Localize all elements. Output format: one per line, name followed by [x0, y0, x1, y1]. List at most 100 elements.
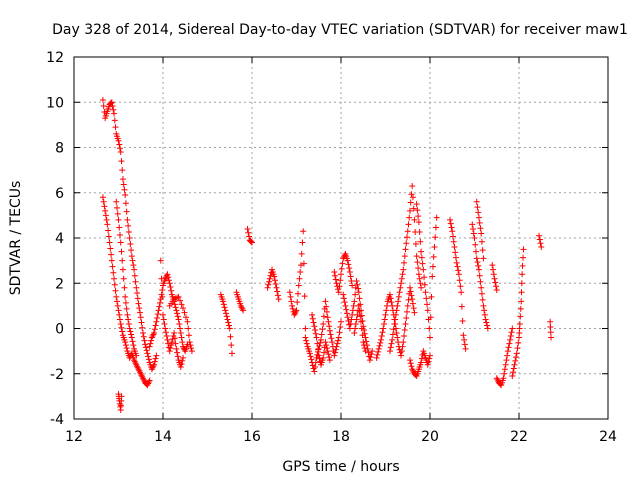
x-axis-label: GPS time / hours: [282, 459, 399, 475]
data-point: [171, 330, 178, 337]
data-point: [131, 266, 138, 273]
data-point: [510, 365, 517, 372]
data-point: [475, 262, 482, 269]
axis-ticks: [73, 56, 609, 420]
data-point: [406, 357, 413, 364]
data-point: [315, 345, 322, 352]
data-point: [111, 275, 118, 282]
data-point: [293, 307, 300, 314]
data-point: [151, 330, 158, 337]
data-point: [185, 332, 192, 339]
data-point: [102, 212, 109, 219]
data-point: [477, 278, 484, 285]
data-point: [474, 259, 481, 266]
data-points: [99, 96, 555, 413]
data-point: [354, 281, 361, 288]
data-point: [129, 257, 136, 264]
data-point: [115, 307, 122, 314]
data-point: [404, 302, 411, 309]
data-point: [412, 241, 419, 248]
data-point: [493, 283, 500, 290]
data-point: [518, 280, 525, 287]
data-point: [117, 239, 124, 246]
data-point: [476, 272, 483, 279]
data-point: [180, 354, 187, 361]
data-point: [114, 298, 121, 305]
data-point: [402, 320, 409, 327]
data-point: [157, 257, 164, 264]
data-point: [122, 293, 129, 300]
data-point: [352, 325, 359, 332]
data-point: [352, 291, 359, 298]
data-point: [187, 342, 194, 349]
data-point: [133, 284, 140, 291]
data-point: [508, 329, 515, 336]
data-point: [400, 266, 407, 273]
data-point: [312, 330, 319, 337]
data-point: [100, 198, 107, 205]
data-point: [328, 335, 335, 342]
data-point: [482, 316, 489, 323]
data-point: [507, 333, 514, 340]
data-point: [418, 355, 425, 362]
data-point: [452, 254, 459, 261]
data-point: [107, 245, 114, 252]
data-point: [398, 352, 405, 359]
data-point: [477, 225, 484, 232]
data-point: [414, 207, 421, 214]
data-point: [381, 316, 388, 323]
data-point: [517, 313, 524, 320]
data-point: [174, 353, 181, 360]
data-point: [301, 293, 308, 300]
data-point: [120, 275, 127, 282]
data-point: [227, 333, 234, 340]
data-point: [351, 298, 358, 305]
data-point: [427, 334, 433, 341]
data-point: [418, 254, 425, 261]
data-point: [406, 207, 413, 214]
data-point: [401, 253, 408, 260]
data-point: [492, 279, 499, 286]
data-point: [248, 238, 255, 245]
data-point: [126, 235, 133, 241]
data-point: [391, 320, 398, 327]
data-point: [404, 234, 411, 241]
data-point: [377, 339, 384, 346]
data-point: [537, 240, 544, 247]
data-point: [472, 248, 479, 255]
data-point: [390, 326, 397, 333]
data-point: [155, 307, 162, 314]
data-point: [382, 311, 389, 318]
data-point: [105, 233, 112, 240]
data-point: [378, 336, 385, 343]
data-point: [506, 340, 513, 347]
data-point: [504, 348, 511, 355]
data-point: [134, 290, 141, 297]
data-point: [171, 301, 178, 308]
data-point: [165, 277, 172, 284]
data-point: [137, 309, 144, 316]
data-point: [286, 289, 293, 296]
data-point: [320, 354, 327, 361]
data-point: [325, 318, 332, 325]
data-point: [410, 205, 417, 212]
data-point: [513, 354, 520, 361]
data-point: [122, 342, 129, 349]
data-point: [136, 305, 143, 312]
data-point: [141, 337, 148, 344]
data-point: [416, 228, 423, 235]
data-point: [302, 334, 309, 341]
data-point: [111, 281, 118, 288]
data-point: [418, 284, 425, 291]
data-point: [351, 330, 358, 337]
data-point: [475, 214, 482, 221]
data-point: [228, 350, 235, 357]
data-point: [335, 289, 342, 296]
data-point: [287, 293, 294, 300]
data-point: [416, 275, 423, 282]
data-point: [132, 278, 139, 285]
data-point: [452, 249, 459, 256]
data-point: [337, 323, 344, 330]
x-tick-labels: 12 14 16 18 20 22 24: [65, 429, 617, 445]
